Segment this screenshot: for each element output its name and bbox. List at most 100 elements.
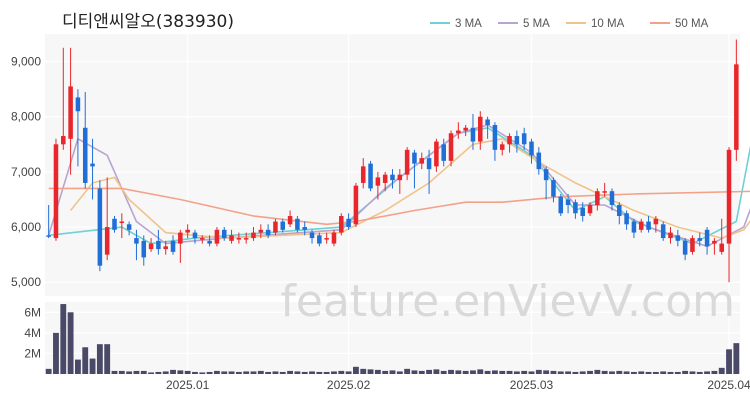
candle-body bbox=[521, 133, 527, 145]
candle-body bbox=[134, 238, 139, 244]
candle-body bbox=[638, 221, 644, 230]
volume-bar bbox=[301, 371, 308, 374]
volume-bar bbox=[652, 371, 659, 374]
volume-bar bbox=[645, 371, 652, 374]
volume-bar bbox=[199, 372, 206, 374]
candle-body bbox=[456, 130, 461, 134]
candle-body bbox=[287, 216, 293, 225]
candle-body bbox=[251, 232, 256, 239]
volume-bar bbox=[279, 371, 286, 374]
candle-body bbox=[353, 185, 359, 225]
volume-bar bbox=[630, 371, 637, 374]
candle-body bbox=[536, 152, 542, 170]
volume-bar bbox=[367, 369, 374, 374]
volume-bar bbox=[177, 370, 184, 374]
candle-body bbox=[309, 232, 315, 239]
candle-body bbox=[192, 232, 198, 239]
volume-bar bbox=[213, 370, 220, 374]
candle-body bbox=[229, 235, 234, 241]
candle-body bbox=[346, 218, 351, 228]
volume-bar bbox=[382, 370, 389, 374]
volume-bar bbox=[616, 370, 623, 374]
volume-bar bbox=[572, 371, 579, 374]
candle-body bbox=[609, 191, 615, 205]
price-tick-label: 9,000 bbox=[11, 55, 41, 69]
candle-body bbox=[214, 229, 220, 244]
candle-body bbox=[426, 158, 432, 170]
volume-bar bbox=[192, 371, 198, 374]
candle-body bbox=[485, 119, 490, 126]
candle-body bbox=[624, 213, 629, 225]
volume-bar bbox=[484, 370, 491, 374]
candle-body bbox=[156, 240, 161, 250]
candle-body bbox=[499, 144, 505, 150]
candle-body bbox=[602, 191, 607, 193]
candle-body bbox=[148, 243, 154, 250]
volume-bar bbox=[389, 370, 396, 374]
price-tick-label: 5,000 bbox=[11, 275, 41, 289]
candle-body bbox=[697, 238, 703, 241]
volume-bar bbox=[374, 369, 381, 374]
volume-bar bbox=[162, 371, 169, 374]
volume-bar bbox=[331, 371, 337, 374]
volume-tick-label: 4M bbox=[24, 326, 41, 340]
chart-title: 디티앤씨알오(383930) bbox=[62, 12, 234, 32]
legend-label: 50 MA bbox=[675, 18, 709, 30]
legend-label: 3 MA bbox=[455, 18, 482, 30]
volume-bar bbox=[667, 371, 674, 374]
candle-body bbox=[178, 232, 183, 244]
candle-body bbox=[719, 243, 724, 252]
candle-body bbox=[660, 224, 666, 239]
volume-bar bbox=[674, 371, 681, 374]
volume-bar bbox=[294, 371, 301, 374]
volume-bar bbox=[711, 370, 718, 374]
candles bbox=[46, 39, 739, 283]
volume-bar bbox=[243, 371, 250, 374]
volume-bar bbox=[111, 370, 118, 374]
legend-label: 5 MA bbox=[523, 18, 550, 30]
volume-bar bbox=[455, 370, 462, 374]
volume-tick-label: 6M bbox=[24, 305, 41, 319]
volume-bar bbox=[133, 370, 140, 374]
candle-body bbox=[734, 64, 739, 150]
volume-bar bbox=[265, 371, 272, 374]
candle-body bbox=[543, 169, 549, 181]
volume-bar bbox=[411, 370, 418, 374]
price-tick-label: 8,000 bbox=[11, 110, 41, 124]
volume-bar bbox=[660, 371, 667, 374]
volume-bars bbox=[45, 304, 740, 374]
candle-body bbox=[273, 221, 278, 233]
volume-bar bbox=[396, 371, 403, 374]
volume-bar bbox=[689, 371, 696, 374]
candle-body bbox=[419, 158, 425, 164]
volume-bar bbox=[477, 369, 484, 374]
candle-body bbox=[514, 136, 520, 145]
volume-bar bbox=[418, 370, 425, 374]
price-panel bbox=[45, 34, 740, 296]
volume-bar bbox=[433, 369, 440, 374]
volume-bar bbox=[250, 371, 257, 374]
candle-body bbox=[551, 180, 556, 197]
candle-body bbox=[61, 136, 66, 145]
date-tick-label: 2025.04 bbox=[707, 378, 750, 392]
candle-body bbox=[646, 221, 651, 230]
candle-body bbox=[324, 238, 329, 240]
volume-bar bbox=[550, 370, 557, 374]
volume-bar bbox=[594, 369, 601, 374]
volume-bar bbox=[148, 372, 155, 374]
candle-body bbox=[331, 232, 337, 244]
volume-bar bbox=[609, 371, 615, 374]
watermark: feature.enVievV.com bbox=[280, 276, 735, 327]
candle-body bbox=[492, 125, 498, 150]
candle-body bbox=[682, 240, 688, 255]
volume-bar bbox=[45, 368, 52, 374]
candle-body bbox=[412, 152, 417, 164]
volume-bar bbox=[426, 369, 433, 374]
candle-body bbox=[704, 229, 710, 247]
price-tick-label: 6,000 bbox=[11, 220, 41, 234]
volume-bar bbox=[338, 370, 345, 374]
candle-body bbox=[631, 221, 637, 233]
volume-bar bbox=[155, 371, 162, 374]
volume-bar bbox=[96, 344, 103, 374]
